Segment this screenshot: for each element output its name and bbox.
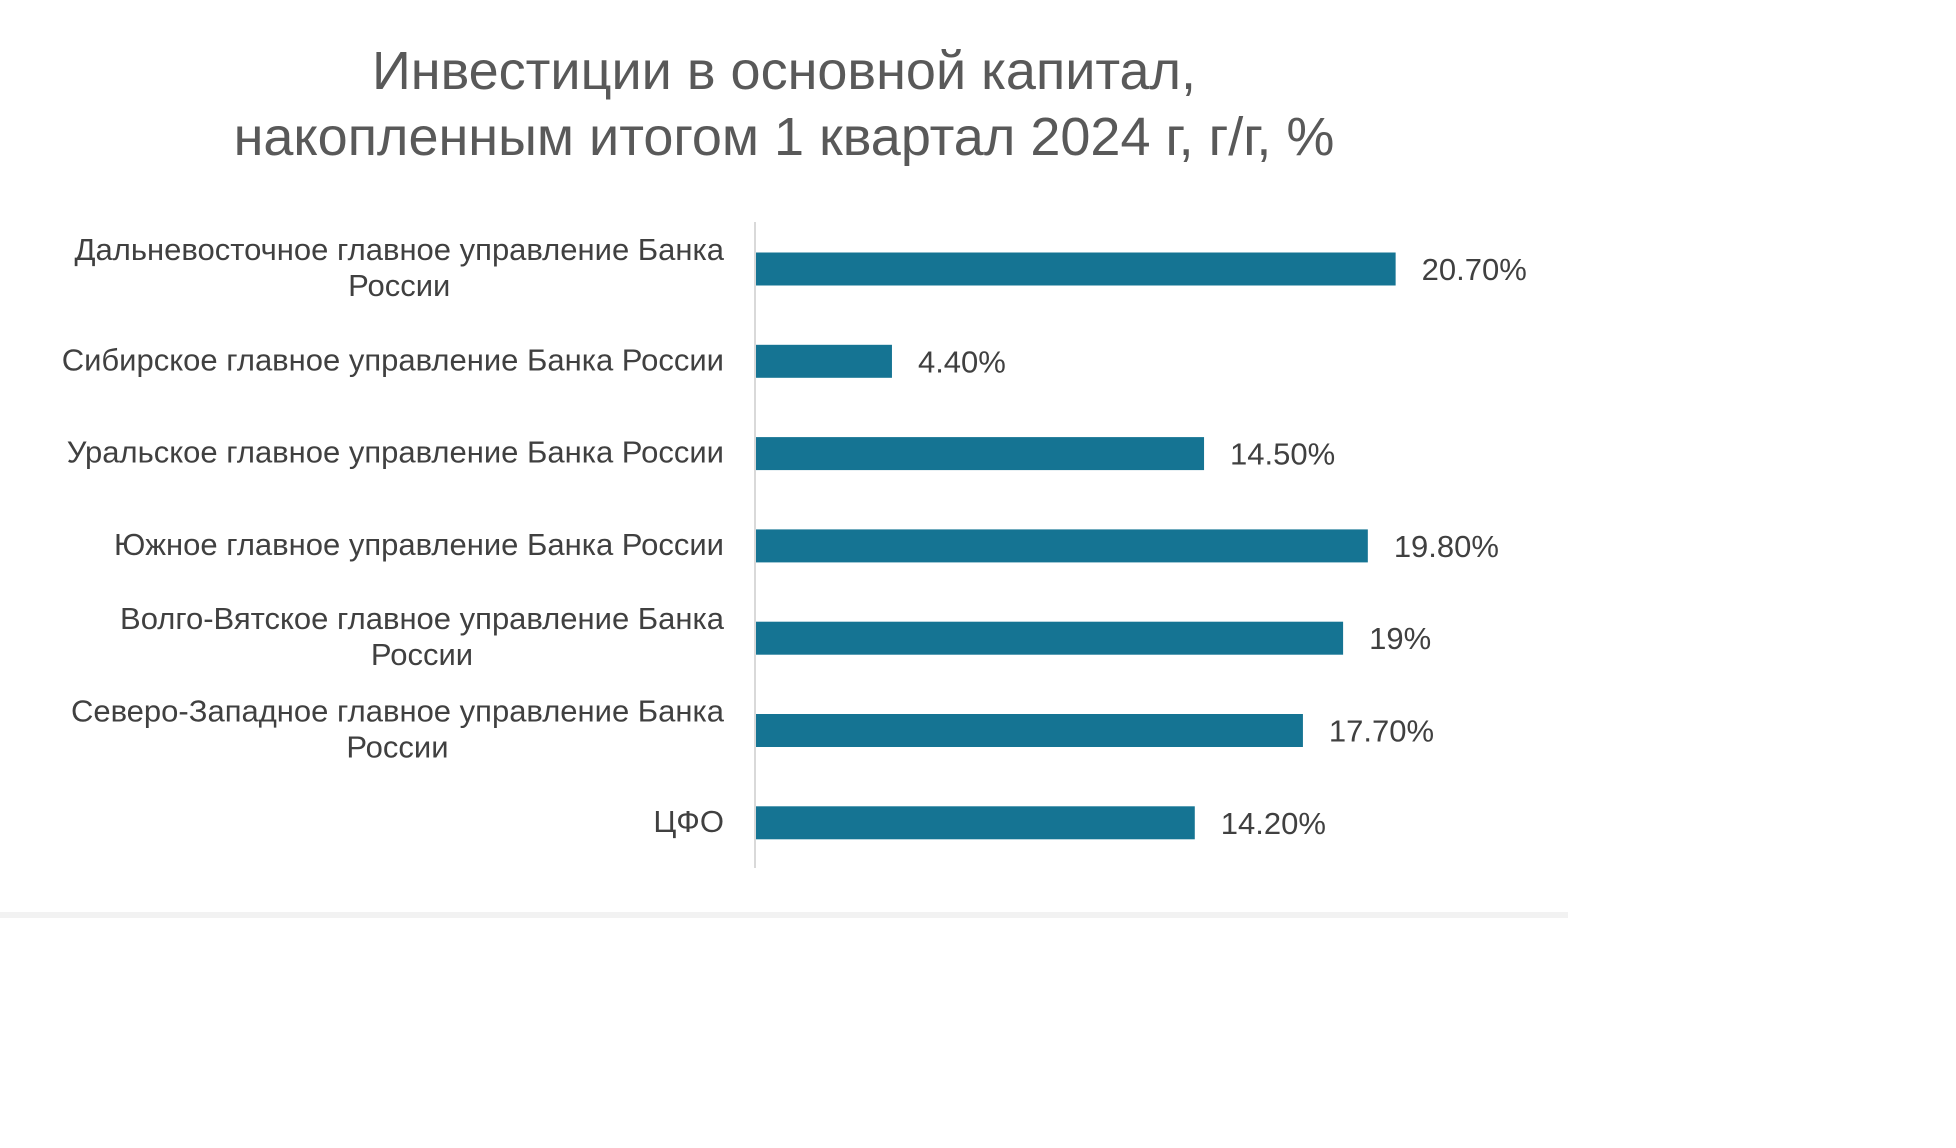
bar: [756, 529, 1368, 563]
category-label: Южное главное управление Банка России: [114, 527, 724, 562]
bottom-strip: [0, 912, 1568, 918]
category-label-line: Волго-Вятское главное управление Банка: [120, 601, 725, 636]
category-label: ЦФО: [653, 804, 724, 839]
category-label-line: Сибирское главное управление Банка Росси…: [62, 342, 724, 377]
chart-title-line-2: накопленным итогом 1 квартал 2024 г, г/г…: [233, 107, 1335, 167]
bar: [756, 806, 1195, 840]
chart-frame: Инвестиции в основной капитал, накопленн…: [0, 38, 1568, 918]
category-label: Сибирское главное управление Банка Росси…: [62, 342, 724, 377]
category-label-line: Уральское главное управление Банка Росси…: [67, 435, 724, 470]
bar-chart: 20.70% Дальневосточное главное управление…: [62, 222, 1527, 868]
category-label-line: Северо-Западное главное управление Банка: [71, 694, 725, 729]
chart-title: Инвестиции в основной капитал, накопленн…: [0, 38, 1568, 170]
bar: [756, 437, 1205, 471]
category-label-line: России: [346, 730, 448, 765]
category-label: Дальневосточное главное управление Банка…: [75, 232, 725, 303]
category-label: Уральское главное управление Банка Росси…: [67, 435, 724, 470]
data-label: 14.20%: [1221, 806, 1326, 841]
data-label: 14.50%: [1230, 437, 1335, 472]
category-label-line: России: [371, 637, 473, 672]
data-label: 17.70%: [1329, 714, 1434, 749]
bar: [756, 344, 892, 378]
data-label: 19.80%: [1394, 529, 1499, 564]
bar: [756, 252, 1396, 286]
category-label: Волго-Вятское главное управление БанкаРо…: [120, 601, 725, 672]
bar: [756, 714, 1303, 747]
category-label-line: ЦФО: [653, 804, 724, 839]
category-label-line: России: [348, 268, 450, 303]
category-label: Северо-Западное главное управление Банка…: [71, 694, 725, 765]
data-label: 20.70%: [1422, 252, 1527, 287]
category-label-line: Дальневосточное главное управление Банка: [75, 232, 725, 267]
category-label-line: Южное главное управление Банка России: [114, 527, 724, 562]
data-label: 4.40%: [918, 344, 1006, 379]
chart-title-line-1: Инвестиции в основной капитал,: [371, 41, 1197, 101]
bar: [756, 621, 1344, 655]
data-label: 19%: [1369, 621, 1431, 656]
